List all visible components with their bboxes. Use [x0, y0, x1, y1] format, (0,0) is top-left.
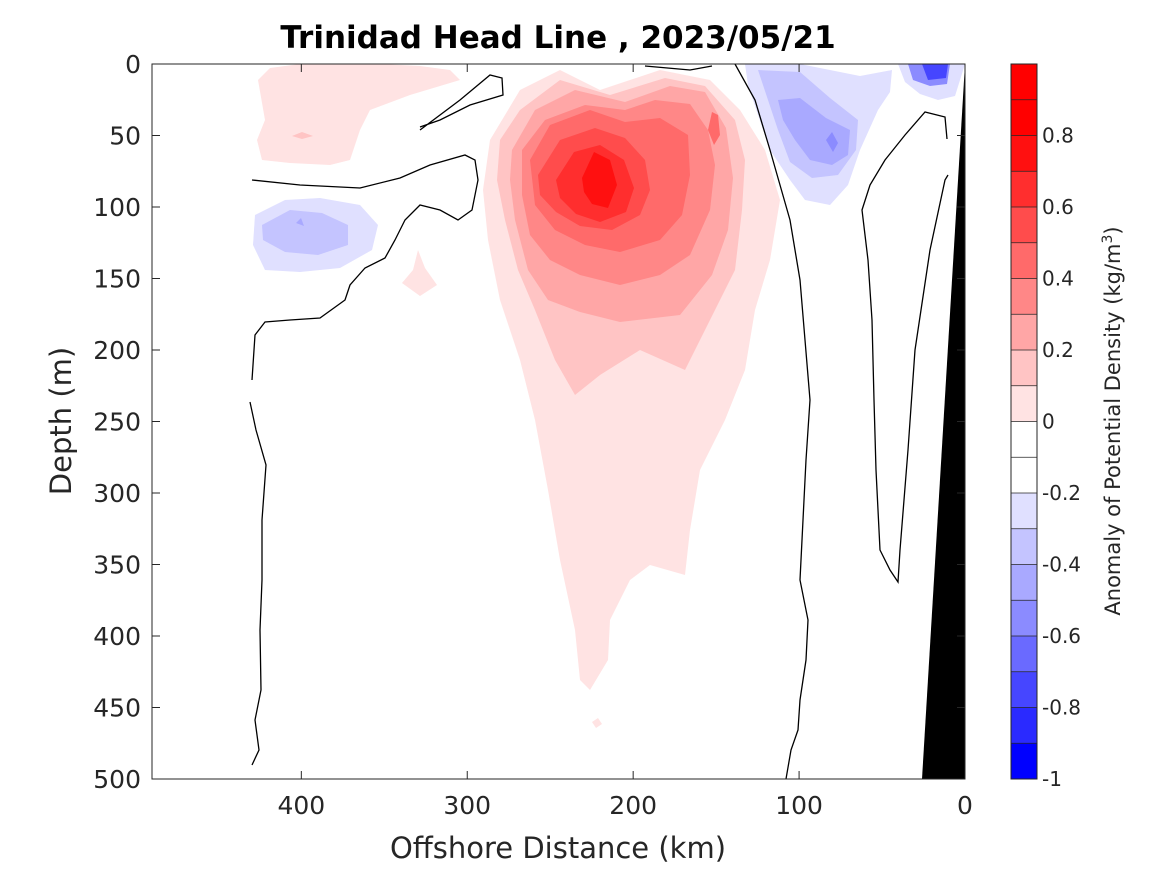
colorbar-tick-label: -0.8: [1042, 696, 1081, 720]
colorbar-frame: [1010, 63, 1038, 780]
x-axis: 400 300 200 100 0: [277, 64, 973, 820]
colorbar-segment: [1011, 493, 1037, 529]
colorbar-segment: [1011, 278, 1037, 315]
zero-contour-inner: [861, 111, 949, 584]
colorbar-segment: [1011, 636, 1037, 672]
colorbar-segment: [1011, 64, 1037, 100]
colorbar-label-close: ): [1101, 226, 1125, 234]
zero-contour-offshore-edge: [249, 401, 267, 766]
positive-anomaly-main: [483, 70, 780, 728]
colorbar: -1 -0.8 -0.6 -0.4 -0.2 0 0.2 0.4 0.6 0.8: [1010, 63, 1081, 791]
colorbar-segment: [1011, 385, 1037, 422]
colorbar-tick-label: 0.6: [1042, 195, 1074, 219]
y-tick-label: 400: [93, 622, 141, 651]
contour-fill-neg-surface-0.7: [922, 64, 948, 80]
positive-anomaly-offshore: [257, 64, 460, 296]
y-tick-label: 350: [93, 551, 141, 580]
x-tick-label: 400: [277, 791, 325, 820]
x-tick-label: 0: [957, 791, 973, 820]
contour-fill-neg-offshore-0.2: [262, 210, 348, 255]
colorbar-tick-label: 0.4: [1042, 267, 1074, 291]
colorbar-segment: [1011, 421, 1037, 458]
y-tick-label: 500: [93, 765, 141, 794]
contour-fill-0.2-offshore: [292, 132, 313, 139]
zero-contour-nearshore: [734, 64, 811, 779]
contour-fill-0.1-small: [402, 250, 437, 296]
y-axis-label: Depth (m): [44, 347, 78, 495]
colorbar-tick-label: -0.6: [1042, 624, 1081, 648]
zero-contour-upper-offshore: [251, 154, 479, 381]
x-tick-label: 200: [609, 791, 657, 820]
colorbar-label: Anomaly of Potential Density (kg/m3): [1100, 226, 1125, 615]
colorbar-segment: [1011, 99, 1037, 136]
y-tick-label: 300: [93, 479, 141, 508]
x-axis-label: Offshore Distance (km): [390, 831, 726, 865]
colorbar-segment: [1011, 743, 1037, 779]
contour-fill-neg-offshore-0.3: [296, 218, 304, 226]
secondary-max: [708, 112, 720, 145]
colorbar-segment: [1011, 207, 1037, 243]
zero-contours: [249, 64, 949, 779]
y-tick-label: 50: [109, 122, 141, 151]
colorbar-segment: [1011, 350, 1037, 386]
colorbar-tick-label: 0: [1042, 410, 1055, 434]
contour-fill-neg-0.4: [826, 132, 838, 152]
negative-anomaly: [253, 64, 965, 272]
contour-fill-0.1-offshore: [257, 64, 460, 165]
y-axis: 0 50 100 150 200 250 300 350 400 450 500: [93, 50, 965, 794]
colorbar-segment: [1011, 564, 1037, 601]
y-tick-label: 0: [125, 50, 141, 79]
small-patch-deep: [592, 718, 602, 728]
colorbar-tick-label: -0.2: [1042, 481, 1081, 505]
colorbar-segment: [1011, 600, 1037, 636]
x-tick-label: 300: [443, 791, 491, 820]
bathymetry-fill: [922, 64, 965, 779]
colorbar-tick-label: -0.4: [1042, 553, 1081, 577]
colorbar-tick-label: 0.8: [1042, 124, 1074, 148]
plot-area: [152, 64, 965, 779]
y-tick-label: 150: [93, 265, 141, 294]
y-tick-label: 450: [93, 694, 141, 723]
colorbar-segment: [1011, 528, 1037, 565]
colorbar-tick-label: 0.2: [1042, 338, 1074, 362]
colorbar-label-superscript: 3: [1100, 235, 1116, 244]
y-tick-label: 100: [93, 193, 141, 222]
zero-contour-top-loop: [419, 74, 504, 131]
colorbar-segment: [1011, 135, 1037, 172]
colorbar-segment: [1011, 171, 1037, 207]
colorbar-tick-label: -1: [1042, 767, 1062, 791]
x-tick-label: 100: [775, 791, 823, 820]
colorbar-segment: [1011, 314, 1037, 350]
y-tick-label: 250: [93, 408, 141, 437]
colorbar-segment: [1011, 242, 1037, 279]
colorbar-segment: [1011, 707, 1037, 744]
colorbar-segment: [1011, 671, 1037, 708]
colorbar-label-main: Anomaly of Potential Density (kg/m: [1101, 244, 1125, 616]
colorbar-segment: [1011, 457, 1037, 493]
chart-title: Trinidad Head Line , 2023/05/21: [280, 20, 835, 56]
y-tick-label: 200: [93, 336, 141, 365]
zero-contour-surface: [644, 65, 713, 71]
contour-fill-0.8: [582, 152, 617, 208]
